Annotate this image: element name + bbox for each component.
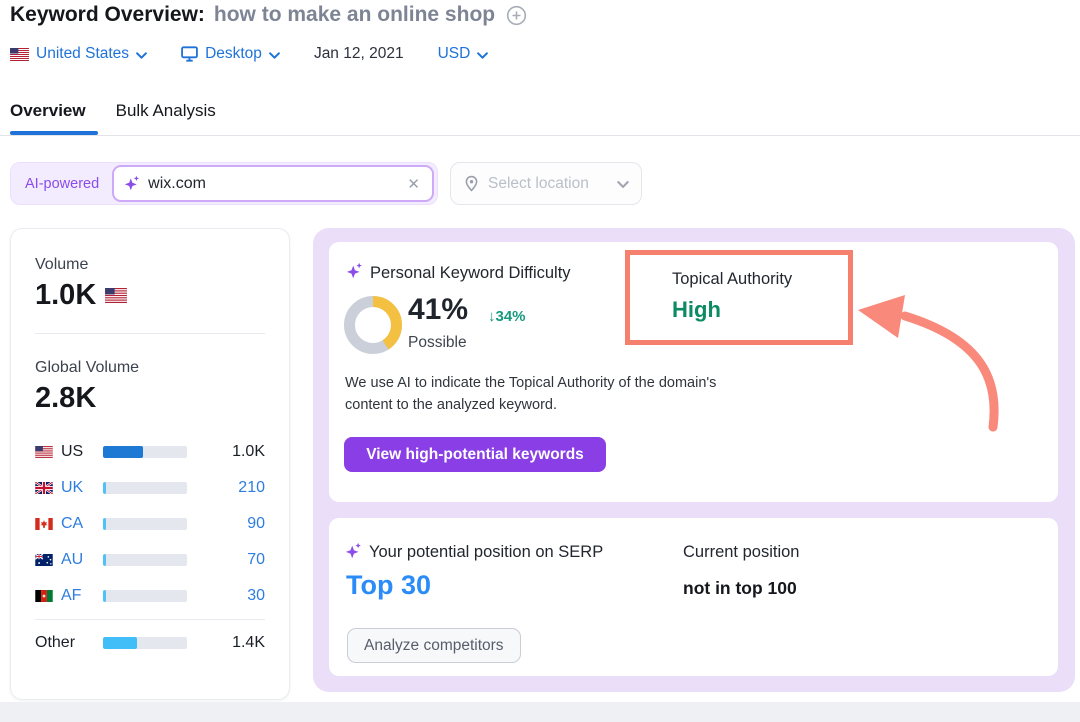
add-keyword-icon[interactable] — [506, 5, 527, 26]
current-position-value: not in top 100 — [683, 578, 797, 598]
country-volume-bar — [103, 482, 187, 494]
location-pin-icon — [465, 175, 478, 192]
annotation-arrow — [858, 295, 999, 432]
volume-label: Volume — [35, 256, 89, 273]
location-select-placeholder: Select location — [488, 174, 589, 192]
country-volume-bar — [103, 590, 187, 602]
tab-bar: Overview Bulk Analysis — [10, 101, 216, 121]
card-divider — [35, 333, 265, 334]
topical-authority-highlight-box: Topical Authority High — [625, 250, 853, 345]
country-volume-value[interactable]: 30 — [247, 587, 265, 604]
tab-overview[interactable]: Overview — [10, 101, 86, 120]
pkd-percent: 41% — [408, 293, 469, 326]
active-tab-underline — [10, 131, 98, 135]
tab-bulk-analysis[interactable]: Bulk Analysis — [115, 101, 216, 120]
pkd-level: Possible — [408, 334, 467, 351]
search-input[interactable]: wix.com ✕ — [112, 165, 434, 202]
analyze-competitors-button[interactable]: Analyze competitors — [347, 628, 521, 663]
ca-flag-icon — [35, 518, 53, 530]
analyzed-keyword: how to make an online shop — [213, 3, 496, 26]
view-high-potential-keywords-button[interactable]: View high-potential keywords — [344, 437, 606, 472]
currency-selector-label: USD — [437, 45, 471, 62]
country-volume-value[interactable]: 210 — [238, 479, 265, 496]
country-volume-value: 1.4K — [232, 634, 265, 651]
personal-keyword-difficulty-card: Personal Keyword Difficulty 41% ↓34% Pos… — [329, 242, 1058, 502]
country-volume-bar — [103, 637, 187, 649]
us-flag-icon — [10, 47, 29, 61]
desktop-icon — [181, 46, 198, 62]
uk-flag-icon — [35, 482, 53, 494]
us-flag-icon — [105, 287, 128, 303]
device-selector[interactable]: Desktop — [181, 45, 280, 63]
tabs-divider — [0, 135, 1080, 136]
page-title: Keyword Overview: — [10, 3, 205, 26]
country-volume-value[interactable]: 90 — [247, 515, 265, 532]
au-flag-icon — [35, 554, 53, 566]
country-volume-bar — [103, 518, 187, 530]
volume-card: Volume 1.0K Global Volume 2.8K US 1.0K U… — [10, 228, 290, 700]
country-row-ca: CA 90 — [35, 506, 265, 542]
country-row-uk: UK 210 — [35, 470, 265, 506]
topical-authority-title: Topical Authority — [672, 270, 793, 288]
country-volume-value: 1.0K — [232, 443, 265, 460]
af-flag-icon — [35, 590, 53, 602]
pkd-title: Personal Keyword Difficulty — [370, 264, 571, 282]
volume-value: 1.0K — [35, 279, 97, 311]
country-code[interactable]: AU — [61, 551, 84, 568]
global-volume-label: Global Volume — [35, 359, 140, 376]
ai-sparkle-icon — [345, 542, 363, 560]
chevron-down-icon — [477, 51, 489, 59]
pkd-delta: ↓34% — [488, 308, 526, 325]
country-volume-value[interactable]: 70 — [247, 551, 265, 568]
ai-powered-badge: AI-powered — [25, 175, 100, 192]
topical-authority-value: High — [672, 297, 721, 322]
country-selector[interactable]: United States — [10, 45, 147, 63]
location-select[interactable]: Select location — [450, 162, 642, 205]
country-row-other: Other 1.4K — [35, 625, 265, 661]
device-selector-label: Desktop — [205, 45, 262, 62]
country-code[interactable]: UK — [61, 479, 84, 496]
list-divider — [35, 619, 265, 620]
clear-search-icon[interactable]: ✕ — [407, 175, 420, 193]
potential-position-title: Your potential position on SERP — [369, 543, 604, 561]
country-volume-bar — [103, 446, 187, 458]
volume-by-country-list: US 1.0K UK 210 CA 90 AU 70 AF 30 — [35, 434, 265, 661]
ai-search-container: AI-powered wix.com ✕ — [10, 162, 438, 205]
country-row-au: AU 70 — [35, 542, 265, 578]
country-row-af: AF 30 — [35, 578, 265, 614]
currency-selector[interactable]: USD — [438, 45, 489, 63]
ai-sparkle-icon — [124, 175, 141, 192]
chevron-down-icon — [269, 51, 280, 59]
difficulty-donut-chart — [344, 296, 402, 354]
us-flag-icon — [35, 446, 53, 458]
country-selector-label: United States — [36, 45, 130, 62]
potential-position-value: Top 30 — [346, 570, 432, 600]
pkd-description: We use AI to indicate the Topical Author… — [345, 375, 717, 413]
global-volume-value: 2.8K — [35, 382, 97, 414]
volume-value-row: 1.0K — [35, 277, 265, 313]
chevron-down-icon — [617, 181, 629, 188]
search-input-value: wix.com — [148, 174, 206, 192]
page-header: Keyword Overview: how to make an online … — [10, 0, 527, 30]
country-row-us: US 1.0K — [35, 434, 265, 470]
ai-sparkle-icon — [346, 262, 364, 280]
date-label: Jan 12, 2021 — [313, 45, 404, 62]
current-position-title: Current position — [683, 543, 800, 561]
country-code[interactable]: AF — [61, 587, 82, 604]
filters-bar: United States Desktop Jan 12, 2021 USD — [10, 42, 489, 66]
other-label: Other — [35, 634, 76, 651]
country-volume-bar — [103, 554, 187, 566]
country-code: US — [61, 443, 84, 460]
page-bottom-background — [0, 702, 1080, 722]
serp-position-card: Your potential position on SERP Top 30 A… — [329, 518, 1058, 676]
chevron-down-icon — [136, 51, 147, 59]
country-code[interactable]: CA — [61, 515, 84, 532]
